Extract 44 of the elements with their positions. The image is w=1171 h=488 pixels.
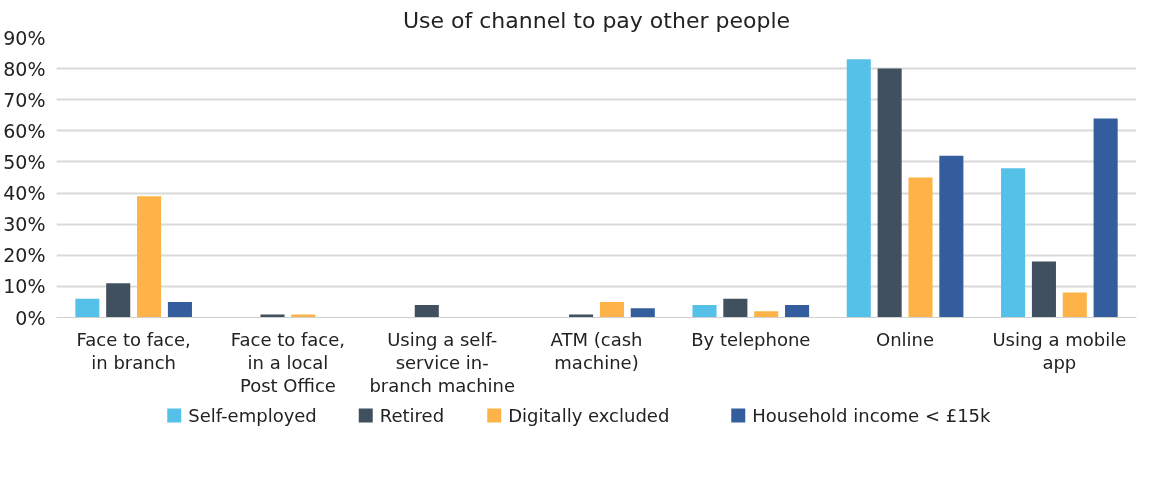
bar [754, 311, 779, 318]
bar [723, 298, 748, 318]
bar [106, 283, 131, 318]
y-tick-label: 40% [3, 182, 46, 205]
bar [785, 305, 810, 318]
y-tick-label: 70% [3, 88, 46, 111]
bar [599, 301, 624, 318]
bar [1031, 261, 1056, 318]
bar [1001, 168, 1026, 318]
x-tick-label: Face to face, in a local Post Office [230, 328, 346, 396]
legend-label: Household income < £15k [752, 405, 992, 426]
bar [137, 196, 162, 318]
bar [630, 308, 655, 318]
x-tick-label: ATM (cash machine) [550, 328, 643, 373]
bar [877, 68, 902, 318]
bar [1093, 118, 1118, 318]
bar [260, 314, 285, 318]
y-tick-label: 20% [3, 244, 46, 267]
bar [908, 177, 933, 318]
x-tick-label: Using a self-service in-branch machine [369, 328, 516, 396]
bar [846, 59, 871, 318]
legend-label: Retired [379, 405, 445, 426]
y-tick-label: 90% [3, 26, 46, 49]
bar [1062, 292, 1087, 318]
bar [291, 314, 316, 318]
y-tick-label: 30% [3, 213, 46, 236]
y-tick-label: 80% [3, 57, 46, 80]
legend-label: Digitally excluded [508, 405, 670, 426]
x-tick-label: Using a mobile app [992, 328, 1127, 373]
bar [692, 305, 717, 318]
y-tick-label: 60% [3, 119, 46, 142]
bar [569, 314, 594, 318]
y-tick-label: 50% [3, 150, 46, 173]
bar [939, 155, 964, 318]
chart-title: Use of channel to pay other people [402, 7, 791, 33]
bar [75, 298, 100, 318]
legend-label: Self-employed [188, 405, 317, 426]
y-tick-label: 0% [15, 306, 46, 329]
bar [414, 305, 439, 318]
bar [167, 301, 192, 318]
y-tick-label: 10% [3, 275, 46, 298]
x-tick-label: Face to face, in branch [76, 328, 191, 373]
x-tick-label: Online [876, 328, 935, 350]
x-tick-label: By telephone [691, 328, 811, 350]
